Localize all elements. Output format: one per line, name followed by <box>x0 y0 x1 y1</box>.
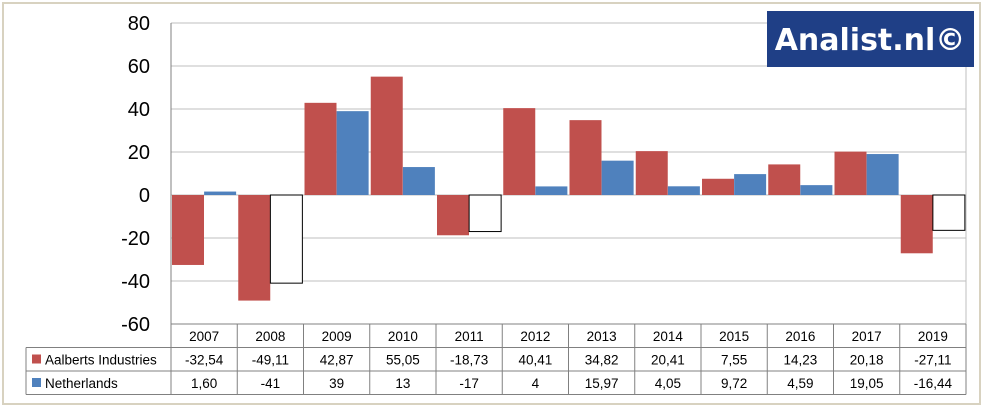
x-tick-label: 2007 <box>189 329 219 344</box>
x-tick-label: 2017 <box>852 329 882 344</box>
bar-netherlands-2012 <box>535 186 568 195</box>
data-label: -17 <box>459 376 479 391</box>
legend-swatch-aalberts <box>32 354 41 364</box>
y-axis: 80 60 40 20 0 -20 -40 -60 <box>121 13 150 336</box>
data-label: 7,55 <box>721 353 747 368</box>
data-label: -49,11 <box>252 353 289 368</box>
bar-netherlands-2010 <box>402 167 435 195</box>
x-tick-label: 2009 <box>322 329 352 344</box>
bar-netherlands-2007 <box>204 191 237 195</box>
data-label: -16,44 <box>914 376 953 391</box>
y-tick-label: 0 <box>139 185 150 207</box>
y-tick-label: -40 <box>121 271 150 293</box>
x-tick-label: 2016 <box>785 329 815 344</box>
bar-netherlands-2015 <box>734 174 767 195</box>
y-tick-label: 60 <box>128 56 150 78</box>
x-tick-label: 2011 <box>455 329 484 344</box>
data-label: -18,73 <box>450 353 488 368</box>
data-label: 34,82 <box>585 353 619 368</box>
data-label: 4 <box>532 376 540 391</box>
bar-aalberts-2016 <box>768 164 801 195</box>
bar-aalberts-2010 <box>370 76 403 195</box>
data-label: -32,54 <box>185 353 224 368</box>
bar-netherlands-2014 <box>667 186 700 195</box>
logo-background <box>767 11 974 67</box>
data-label: 4,59 <box>787 376 813 391</box>
x-tick-label: 2008 <box>255 329 285 344</box>
legend-swatch-netherlands <box>32 378 41 387</box>
bar-netherlands-2016 <box>800 185 833 195</box>
bar-aalberts-2019 <box>900 195 933 254</box>
data-label: 20,41 <box>651 353 685 368</box>
y-tick-label: 20 <box>128 142 150 164</box>
data-label: 42,87 <box>320 353 354 368</box>
bar-netherlands-2009 <box>336 111 369 195</box>
logo-text: Analist.nl© <box>775 23 966 58</box>
data-label: 20,18 <box>850 353 884 368</box>
data-label: 9,72 <box>721 376 747 391</box>
bars-layer <box>172 76 966 301</box>
bar-netherlands-2017 <box>866 154 899 195</box>
data-label: 39 <box>329 376 344 391</box>
y-tick-label: -60 <box>121 314 150 336</box>
bar-aalberts-2011 <box>437 195 469 236</box>
bar-aalberts-2017 <box>834 151 867 195</box>
bar-aalberts-2015 <box>702 178 734 195</box>
legend-label: Netherlands <box>45 376 118 391</box>
analist-logo: Analist.nl© <box>767 11 974 67</box>
bar-aalberts-2012 <box>503 108 536 195</box>
legend-label: Aalberts Industries <box>45 353 157 368</box>
data-label: 55,05 <box>386 353 420 368</box>
bar-netherlands-2011 <box>468 194 502 233</box>
bar-aalberts-2009 <box>304 102 337 195</box>
bar-aalberts-2007 <box>172 195 204 265</box>
bar-netherlands-2013 <box>601 160 634 195</box>
data-label: 14,23 <box>783 353 817 368</box>
x-tick-label: 2014 <box>653 329 684 344</box>
data-label: -41 <box>261 376 281 391</box>
bar-aalberts-2008 <box>238 195 271 301</box>
x-tick-label: 2010 <box>388 329 418 344</box>
x-tick-label: 2012 <box>520 329 550 344</box>
x-tick-label: 2013 <box>587 329 617 344</box>
data-label: 40,41 <box>518 353 552 368</box>
bar-netherlands-2019 <box>932 194 966 231</box>
x-tick-label: 2019 <box>918 329 948 344</box>
data-label: 1,60 <box>191 376 217 391</box>
data-label: -27,11 <box>914 353 951 368</box>
data-table: 2007 -32,54 1,60 2008 -49,11 -41 2009 42,87 39 20… <box>25 323 967 395</box>
y-tick-label: 80 <box>128 13 150 35</box>
data-label: 4,05 <box>655 376 681 391</box>
y-tick-label: 40 <box>128 99 150 121</box>
data-label: 13 <box>395 376 410 391</box>
bar-netherlands-2008 <box>269 194 303 284</box>
bar-aalberts-2014 <box>635 151 668 195</box>
bar-aalberts-2013 <box>569 120 602 195</box>
y-tick-label: -20 <box>121 228 150 250</box>
x-tick-label: 2015 <box>719 329 749 344</box>
data-label: 19,05 <box>850 376 884 391</box>
data-label: 15,97 <box>585 376 619 391</box>
